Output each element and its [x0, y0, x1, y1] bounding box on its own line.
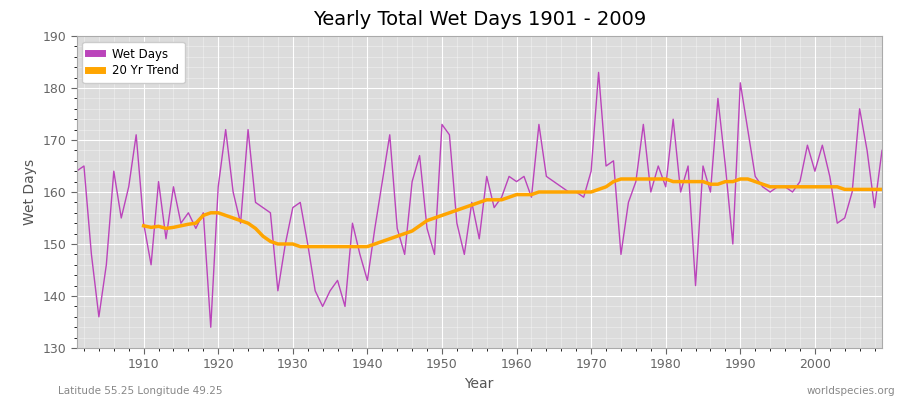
Legend: Wet Days, 20 Yr Trend: Wet Days, 20 Yr Trend: [83, 42, 184, 83]
20 Yr Trend: [586, 190, 597, 194]
Title: Yearly Total Wet Days 1901 - 2009: Yearly Total Wet Days 1901 - 2009: [312, 10, 646, 29]
Line: Wet Days: Wet Days: [76, 72, 882, 327]
Wet Days: [130, 132, 141, 137]
Wet Days: [71, 169, 82, 174]
20 Yr Trend: [832, 184, 842, 189]
Y-axis label: Wet Days: Wet Days: [22, 159, 37, 225]
Wet Days: [347, 221, 358, 226]
Wet Days: [205, 325, 216, 330]
Wet Days: [518, 174, 529, 179]
20 Yr Trend: [854, 187, 865, 192]
20 Yr Trend: [616, 177, 626, 182]
Text: worldspecies.org: worldspecies.org: [807, 386, 896, 396]
20 Yr Trend: [526, 192, 537, 197]
20 Yr Trend: [877, 187, 887, 192]
Wet Days: [616, 252, 626, 257]
20 Yr Trend: [280, 242, 291, 246]
20 Yr Trend: [317, 244, 328, 249]
Line: 20 Yr Trend: 20 Yr Trend: [144, 179, 882, 246]
X-axis label: Year: Year: [464, 377, 494, 391]
Text: Latitude 55.25 Longitude 49.25: Latitude 55.25 Longitude 49.25: [58, 386, 223, 396]
Wet Days: [877, 148, 887, 153]
Wet Days: [593, 70, 604, 75]
Wet Days: [511, 179, 522, 184]
20 Yr Trend: [139, 223, 149, 228]
20 Yr Trend: [295, 244, 306, 249]
Wet Days: [302, 242, 313, 246]
